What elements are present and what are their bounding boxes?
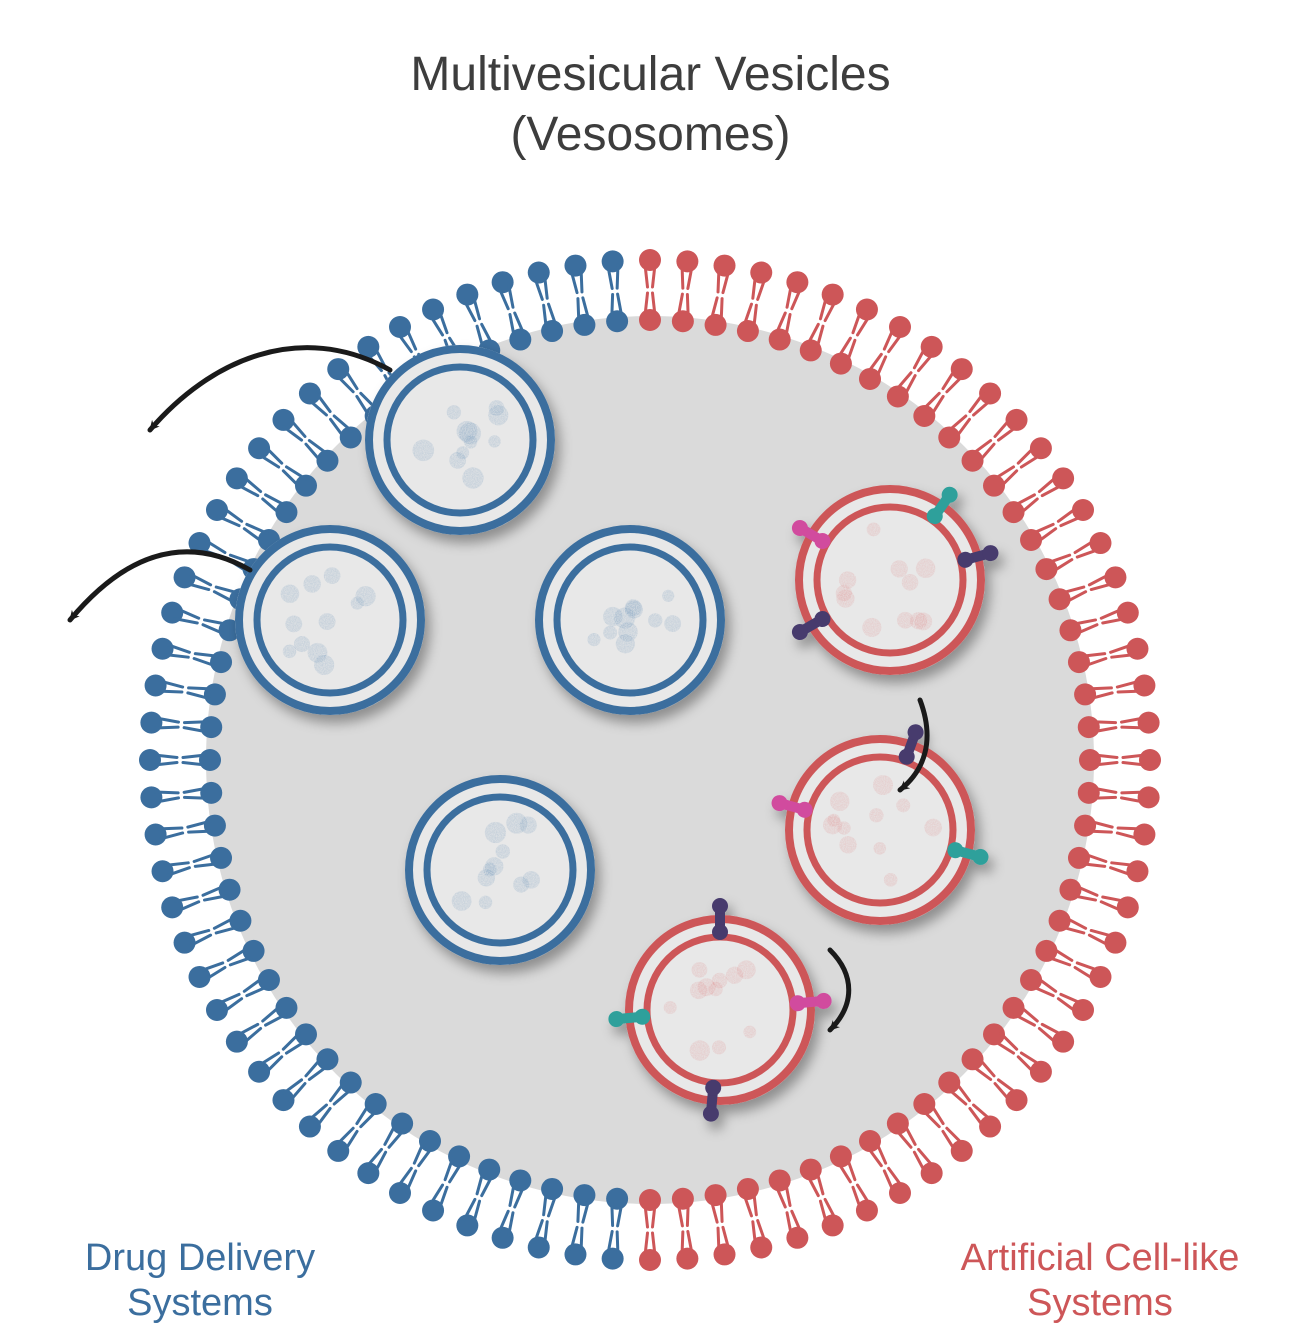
title-line1: Multivesicular Vesicles [410,48,890,101]
diagram-svg: Multivesicular Vesicles (Vesosomes) Drug D… [0,0,1301,1331]
label-left-line1: Drug Delivery [85,1237,315,1279]
inner-vesicle [535,525,725,715]
label-right-line2: Systems [1027,1282,1173,1324]
inner-vesicle [405,775,595,965]
diagram-stage: Multivesicular Vesicles (Vesosomes) Drug D… [0,0,1301,1331]
title-line2: (Vesosomes) [510,108,790,161]
arrow [150,348,390,430]
inner-vesicle [235,525,425,715]
label-right-line1: Artificial Cell-like [961,1237,1240,1279]
arrow [70,552,250,620]
label-left-line2: Systems [127,1282,273,1324]
inner-vesicle [365,345,555,535]
